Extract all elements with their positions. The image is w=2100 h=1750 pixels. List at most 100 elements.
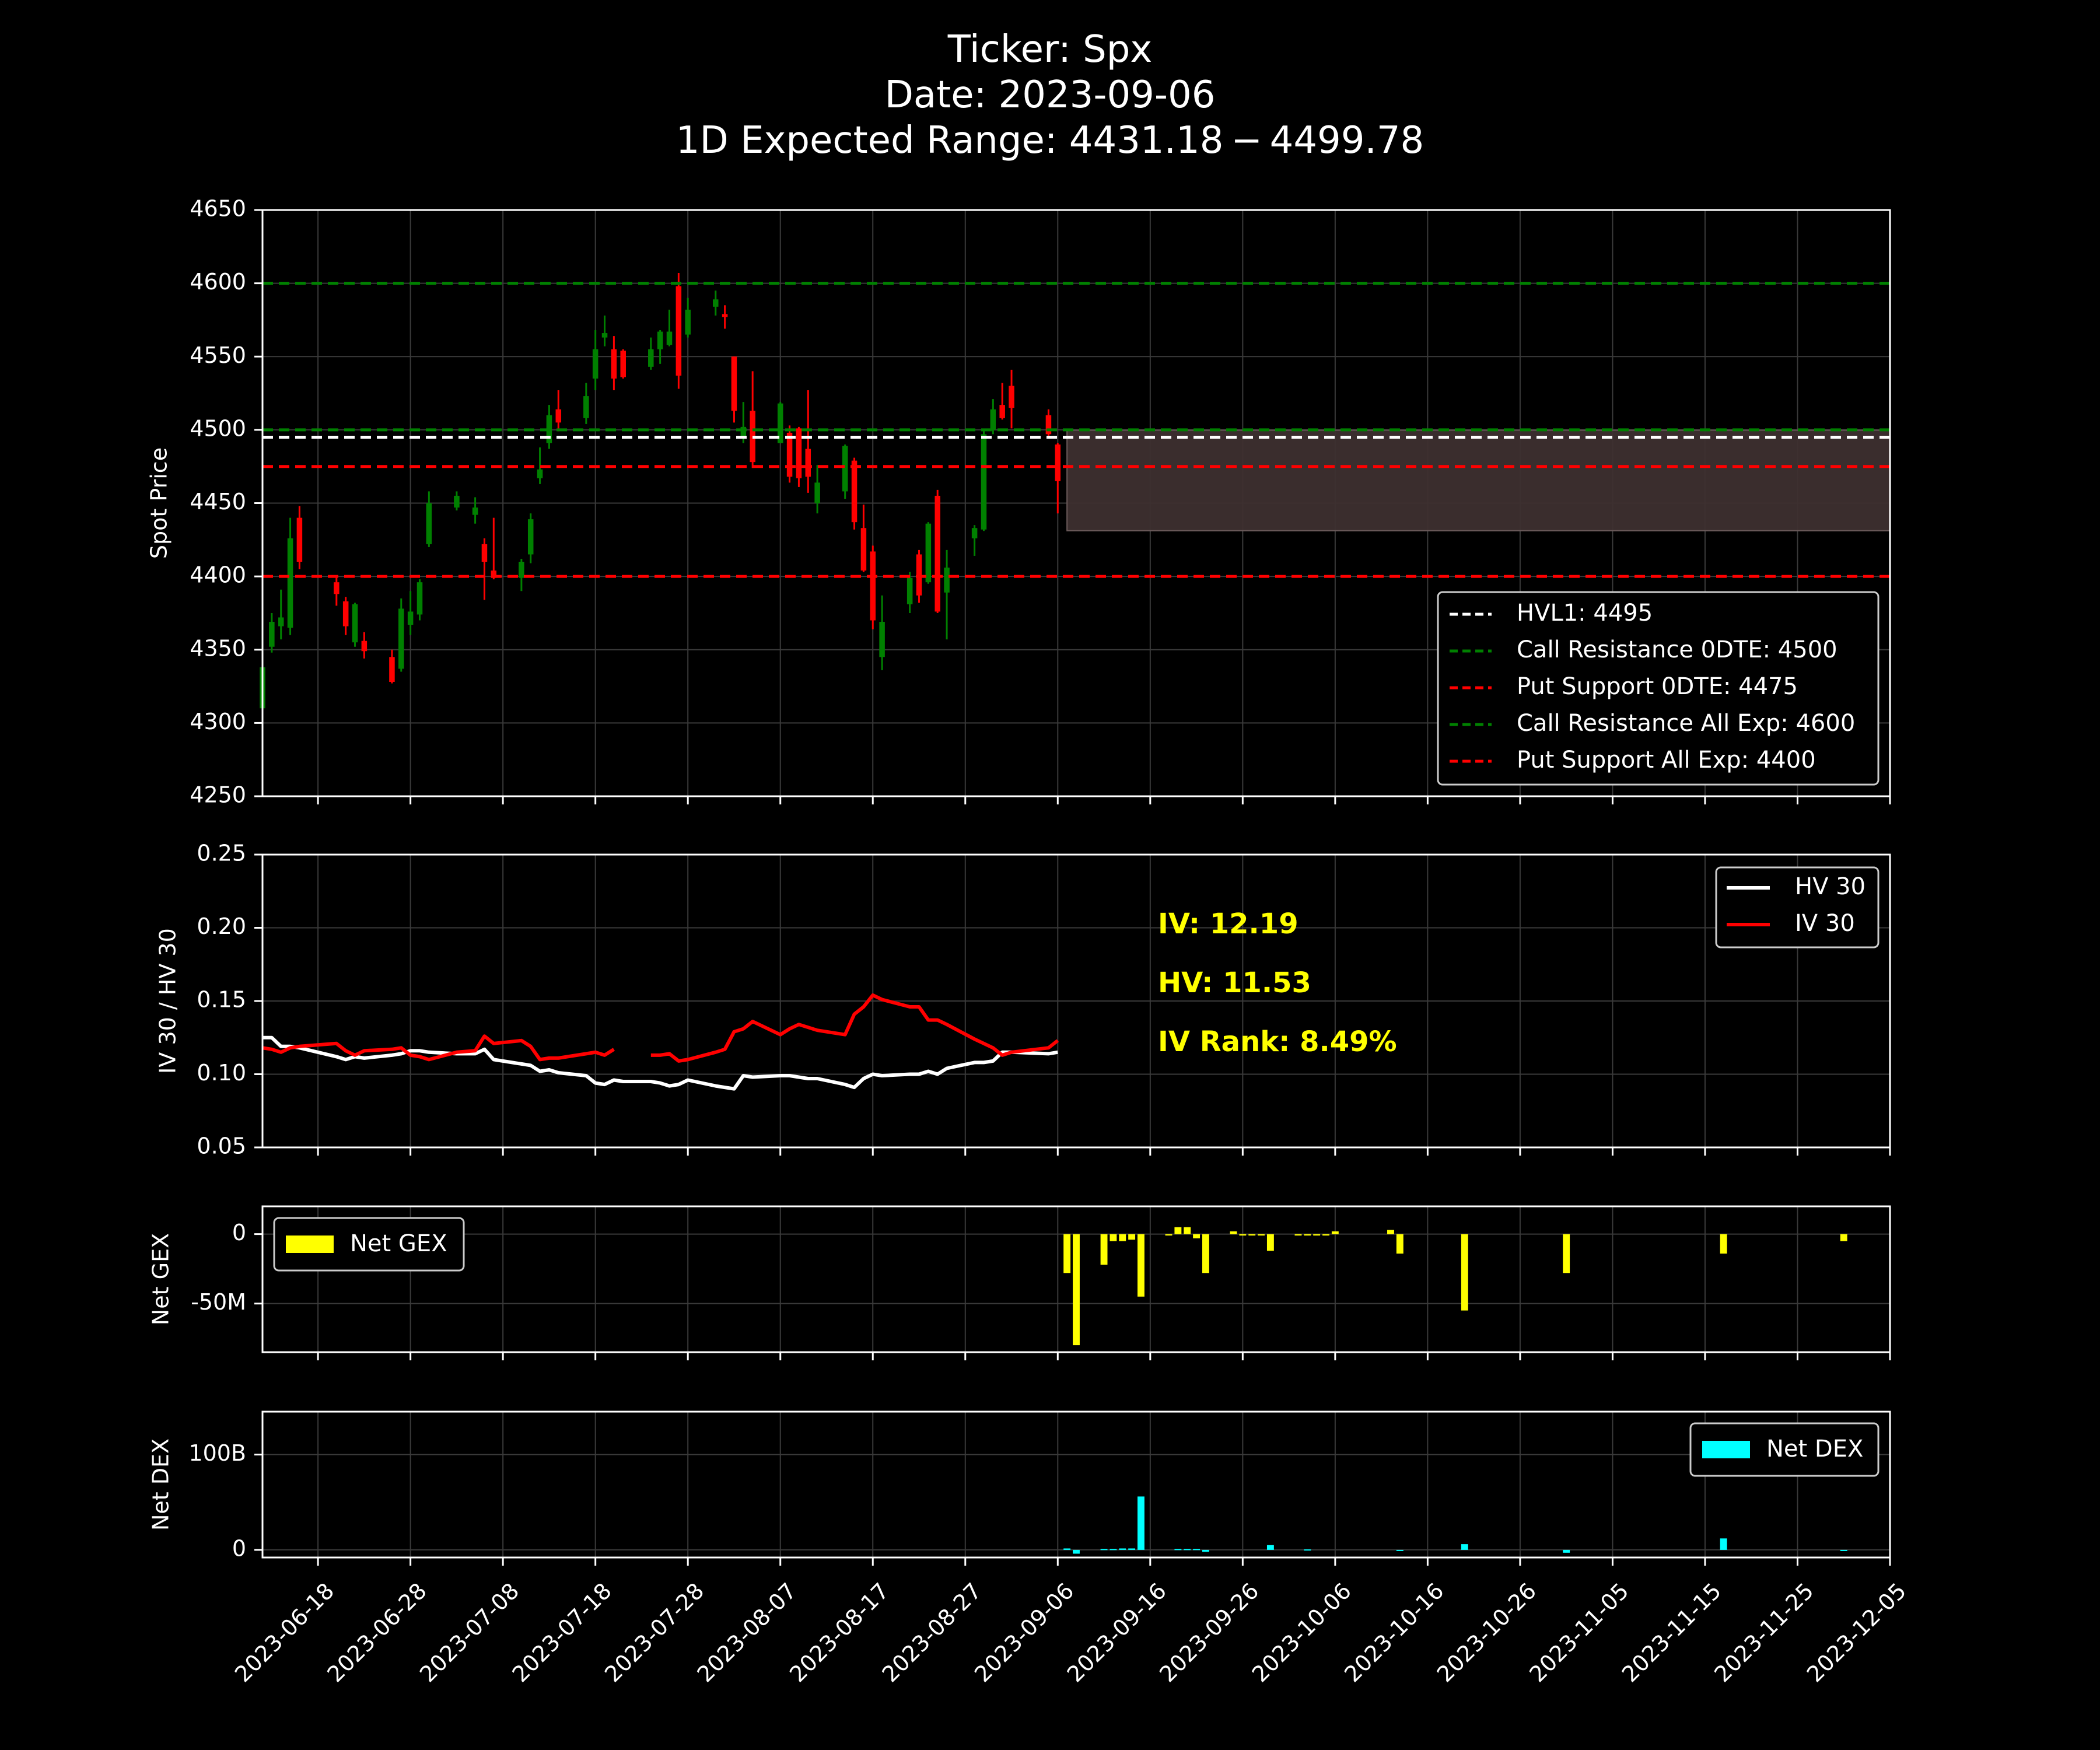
bar-net-dex xyxy=(1563,1549,1570,1553)
candle-body xyxy=(352,604,358,643)
bar-net-gex xyxy=(1313,1234,1321,1236)
bar-net-gex xyxy=(1304,1234,1311,1236)
x-tick-label: 2023-11-25 xyxy=(1709,1578,1818,1687)
candle-body xyxy=(416,582,423,615)
bar-net-gex xyxy=(1461,1234,1468,1311)
bar-net-dex xyxy=(1840,1549,1847,1551)
x-tick-label: 2023-08-07 xyxy=(692,1578,802,1687)
candle-body xyxy=(278,617,284,626)
price-tick-label: 4300 xyxy=(190,709,246,734)
price-axis-label: Spot Price xyxy=(146,447,172,559)
bar-net-gex xyxy=(1193,1234,1200,1238)
legend-label-level: Call Resistance All Exp: 4600 xyxy=(1517,710,1855,737)
x-tick-label: 2023-07-28 xyxy=(600,1578,709,1687)
candle-body xyxy=(555,409,562,423)
price-tick-label: 4550 xyxy=(190,342,246,368)
candle-body xyxy=(592,349,598,379)
candle-body xyxy=(537,469,543,478)
candle-body xyxy=(814,482,820,503)
legend-swatch-bar xyxy=(1702,1441,1750,1458)
bar-net-gex xyxy=(1396,1234,1404,1254)
candle-body xyxy=(620,351,626,377)
candle-body xyxy=(1055,444,1061,481)
candle-body xyxy=(361,640,368,652)
bar-legend-box xyxy=(1689,1422,1880,1477)
candle-body xyxy=(342,601,349,626)
series-line-hv-30 xyxy=(262,1035,1058,1091)
candle-body xyxy=(842,446,848,492)
candle-body xyxy=(472,508,478,515)
price-tick-label: 4600 xyxy=(190,269,246,295)
candle-body xyxy=(907,578,913,604)
x-tick-label: 2023-07-08 xyxy=(415,1578,524,1687)
candle-body xyxy=(722,314,728,317)
bar-net-dex xyxy=(1193,1549,1200,1550)
legend-label-level: Put Support All Exp: 4400 xyxy=(1517,747,1816,774)
candle-body xyxy=(527,519,534,555)
series-line-iv-30 xyxy=(262,993,1059,1063)
bar-net-dex xyxy=(1128,1548,1136,1550)
bar-net-dex xyxy=(1184,1549,1191,1550)
bar-net-dex xyxy=(1100,1549,1108,1550)
bar-legend-box xyxy=(273,1217,465,1272)
bar-net-gex xyxy=(1331,1231,1339,1234)
bar-net-gex xyxy=(1165,1234,1172,1236)
candle-body xyxy=(971,528,978,538)
vol-panel-frame xyxy=(261,853,1891,1149)
bar-net-gex xyxy=(1258,1234,1265,1236)
legend-label-series: IV 30 xyxy=(1795,910,1855,937)
bar-tick-label: 0 xyxy=(232,1535,246,1561)
candle-body xyxy=(990,409,996,430)
legend-label-level: Call Resistance 0DTE: 4500 xyxy=(1517,636,1838,663)
bar-net-gex xyxy=(1248,1234,1256,1236)
vol-tick-label: 0.10 xyxy=(197,1060,246,1086)
legend-label-level: HVL1: 4495 xyxy=(1517,600,1653,626)
x-tick-label: 2023-11-15 xyxy=(1617,1578,1726,1687)
bar-net-gex xyxy=(1128,1234,1136,1240)
bar-tick-label: -50M xyxy=(191,1289,246,1315)
bar-net-gex xyxy=(1294,1234,1302,1236)
bar-net-gex xyxy=(1184,1227,1191,1234)
candle-body xyxy=(1045,415,1052,435)
candle-body xyxy=(666,331,673,345)
candle-body xyxy=(944,568,950,593)
chart-title-date: Date: 2023-09-06 xyxy=(884,74,1216,117)
candle-body xyxy=(981,434,987,530)
legend-label-series: HV 30 xyxy=(1795,873,1866,900)
candle-body xyxy=(407,611,414,625)
expected-range-band xyxy=(1066,429,1891,531)
bar-net-dex xyxy=(1174,1549,1182,1550)
vol-axis-label: IV 30 / HV 30 xyxy=(155,928,181,1074)
price-panel-frame xyxy=(261,209,1891,797)
bar-net-gex xyxy=(1174,1227,1182,1234)
bar-net-gex xyxy=(1239,1234,1247,1236)
vol-tick-label: 0.25 xyxy=(197,841,246,866)
x-tick-label: 2023-10-06 xyxy=(1247,1578,1356,1687)
candle-body xyxy=(601,333,608,338)
bar-net-gex xyxy=(1119,1234,1126,1241)
bar-axis-label: Net GEX xyxy=(148,1233,174,1325)
bar-tick-label: 0 xyxy=(232,1220,246,1245)
candle-body xyxy=(805,449,811,477)
bar-net-dex xyxy=(1110,1549,1117,1550)
candle-body xyxy=(925,523,932,583)
candle-body xyxy=(786,432,793,477)
candle-body xyxy=(851,460,858,523)
bar-net-gex xyxy=(1138,1234,1144,1297)
vol-tick-label: 0.20 xyxy=(197,914,246,939)
candle-body xyxy=(334,582,340,594)
candle-body xyxy=(860,528,867,571)
price-tick-label: 4400 xyxy=(190,562,246,588)
candle-body xyxy=(454,495,460,508)
candle-body xyxy=(999,405,1005,418)
price-tick-label: 4650 xyxy=(190,196,246,222)
bar-net-gex xyxy=(1563,1234,1570,1273)
x-tick-label: 2023-09-26 xyxy=(1154,1578,1264,1687)
bar-net-dex xyxy=(1202,1549,1209,1552)
candle-body xyxy=(935,495,940,612)
vol-annotation: IV: 12.19 xyxy=(1158,908,1298,940)
legend-label-bar: Net DEX xyxy=(1766,1436,1863,1462)
candle-body xyxy=(481,544,488,562)
x-tick-label: 2023-07-18 xyxy=(508,1578,617,1687)
candle-body xyxy=(611,349,617,379)
